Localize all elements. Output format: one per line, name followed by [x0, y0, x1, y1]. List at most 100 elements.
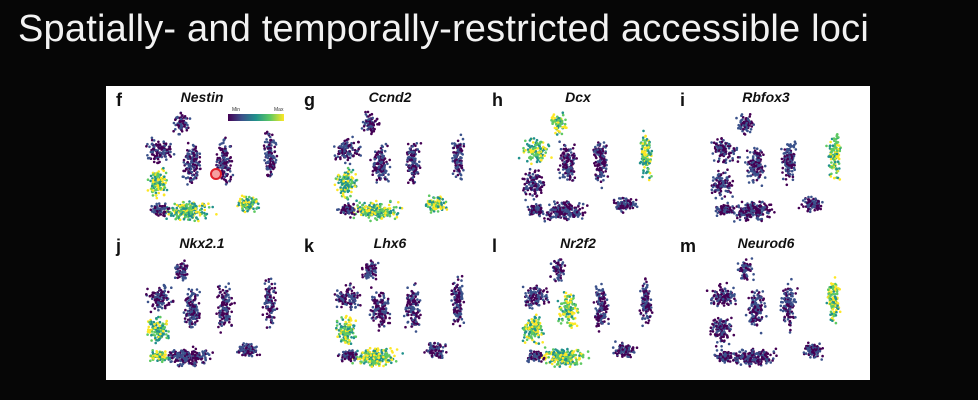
umap-point — [714, 142, 718, 146]
umap-point — [715, 179, 718, 182]
umap-point — [179, 265, 182, 269]
umap-point — [173, 202, 176, 206]
umap-point — [733, 211, 736, 215]
umap-point — [347, 144, 350, 148]
umap-point — [156, 359, 159, 362]
umap-point — [247, 201, 251, 204]
umap-point — [264, 152, 267, 155]
umap-point — [751, 209, 755, 212]
umap-point — [832, 137, 836, 140]
umap-point — [381, 145, 384, 149]
umap-point — [155, 355, 159, 358]
umap-point — [642, 169, 645, 173]
umap-point — [393, 217, 397, 221]
umap-point — [377, 210, 381, 214]
umap-point — [790, 155, 794, 158]
umap-point — [157, 214, 160, 217]
umap-point — [375, 178, 379, 182]
umap-point — [562, 201, 566, 204]
umap-point — [593, 164, 597, 167]
umap-point — [185, 128, 189, 132]
umap-point — [334, 157, 338, 160]
umap-point — [370, 208, 374, 212]
umap-point — [728, 186, 731, 190]
umap-point — [749, 174, 753, 178]
umap-point — [215, 160, 219, 163]
umap-point — [160, 329, 163, 333]
umap-point — [521, 177, 524, 181]
umap-point — [462, 144, 466, 148]
umap-point — [174, 123, 177, 127]
umap-point — [187, 351, 190, 354]
umap-point — [352, 154, 355, 158]
umap-point — [755, 170, 759, 174]
umap-point — [742, 213, 746, 217]
umap-point — [543, 154, 546, 157]
umap-point — [726, 168, 729, 171]
umap-point — [183, 360, 187, 363]
umap-point — [417, 164, 420, 168]
umap-point — [203, 211, 206, 215]
umap-point — [742, 122, 746, 125]
umap-point — [535, 156, 539, 160]
umap-point — [573, 143, 576, 146]
umap-point — [189, 205, 192, 208]
umap-point — [268, 162, 272, 166]
umap-point — [724, 147, 727, 151]
umap-point — [195, 155, 198, 159]
umap-point — [339, 191, 343, 195]
umap-point — [348, 150, 352, 153]
umap-point — [166, 303, 169, 307]
umap-point — [594, 173, 597, 176]
umap-point — [788, 166, 791, 170]
umap-point — [369, 122, 372, 125]
umap-point — [532, 198, 536, 201]
umap-point — [350, 185, 354, 189]
umap-point — [266, 147, 270, 150]
umap-point — [415, 166, 418, 169]
umap-point — [165, 333, 168, 336]
umap-point — [371, 173, 374, 176]
umap-point — [187, 157, 190, 160]
umap-point — [827, 155, 830, 158]
umap-point — [536, 205, 540, 208]
umap-point — [187, 314, 191, 317]
umap-point — [268, 135, 272, 139]
umap-point — [833, 142, 837, 146]
umap-point — [726, 185, 729, 188]
umap-point — [792, 152, 795, 156]
umap-point — [556, 201, 559, 204]
umap-point — [338, 145, 342, 148]
umap-point — [833, 139, 836, 143]
umap-point — [724, 208, 727, 211]
umap-point — [535, 138, 539, 142]
umap-point — [151, 150, 155, 153]
umap-point — [151, 189, 155, 192]
umap-point — [757, 204, 761, 208]
gene-name: Nestin — [180, 89, 224, 105]
umap-point — [158, 154, 162, 157]
umap-point — [231, 173, 235, 177]
umap-point — [569, 207, 572, 211]
umap-point — [835, 154, 839, 158]
umap-point — [745, 126, 749, 129]
umap-point — [569, 159, 573, 163]
umap-point — [559, 147, 563, 151]
umap-panel-rbfox3: i Rbfox3 — [674, 88, 858, 228]
umap-point — [154, 179, 157, 182]
umap-point — [451, 157, 454, 160]
umap-point — [150, 136, 154, 140]
umap-point — [183, 121, 187, 124]
umap-point — [146, 189, 150, 192]
umap-point — [554, 215, 558, 219]
umap-point — [533, 180, 537, 184]
umap-point — [560, 201, 564, 205]
umap-point — [728, 154, 731, 158]
umap-point — [806, 201, 809, 205]
umap-point — [746, 174, 749, 178]
umap-point — [711, 179, 715, 182]
umap-point — [157, 207, 161, 210]
umap-point — [190, 291, 194, 295]
umap-point — [788, 169, 791, 172]
umap-point — [715, 176, 719, 180]
